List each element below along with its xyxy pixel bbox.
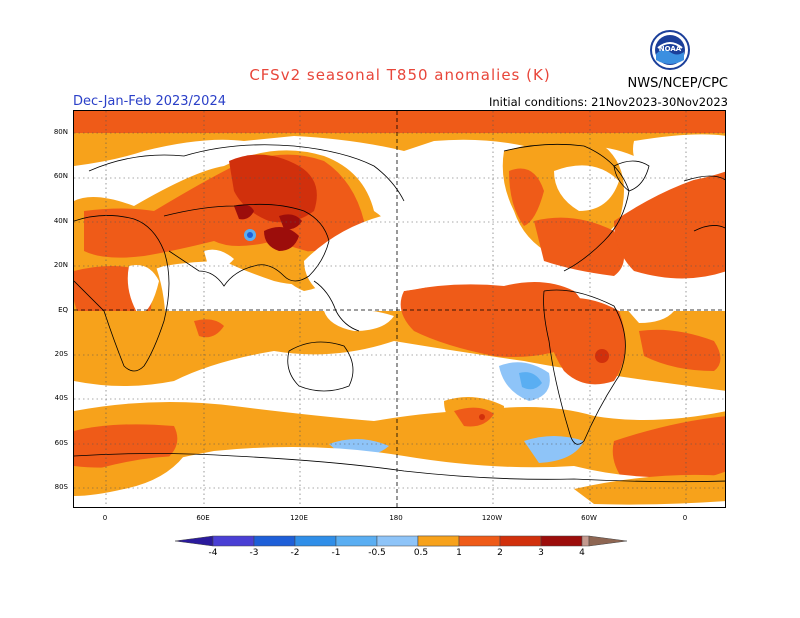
forecast-period: Dec-Jan-Feb 2023/2024 <box>73 94 226 109</box>
coastlines <box>74 143 725 483</box>
legend-label: -0.5 <box>368 548 386 558</box>
lat-label: 40N <box>53 217 68 225</box>
lon-label: 0 <box>682 514 688 522</box>
lat-label: 60S <box>54 439 68 447</box>
lat-label: 80N <box>53 128 68 136</box>
noaa-logo-icon: NOAA <box>650 30 690 70</box>
lat-label: 40S <box>54 394 68 402</box>
legend-label: 3 <box>538 548 544 558</box>
lon-label: 120E <box>290 514 308 522</box>
lat-label: EQ <box>58 306 68 314</box>
legend-label: -2 <box>290 548 300 558</box>
lat-label: 60N <box>53 172 68 180</box>
legend-label: 2 <box>497 548 503 558</box>
color-legend-bar <box>175 535 627 547</box>
lon-label: 0 <box>102 514 108 522</box>
legend-label: -4 <box>208 548 218 558</box>
lon-label: 120W <box>481 514 503 522</box>
lat-label: 20S <box>54 350 68 358</box>
map-title: CFSv2 seasonal T850 anomalies (K) <box>249 66 551 84</box>
legend-label: -3 <box>249 548 259 558</box>
logo-text: NOAA <box>659 45 682 53</box>
anomaly-map <box>73 110 726 508</box>
legend-label: -1 <box>331 548 341 558</box>
lon-label: 180 <box>389 514 403 522</box>
agency-label: NWS/NCEP/CPC <box>627 76 728 91</box>
legend-label: 1 <box>456 548 462 558</box>
legend-label: 4 <box>579 548 585 558</box>
lon-label: 60W <box>581 514 597 522</box>
lat-label: 80S <box>54 483 68 491</box>
lon-label: 60E <box>196 514 210 522</box>
lat-label: 20N <box>53 261 68 269</box>
initial-conditions: Initial conditions: 21Nov2023-30Nov2023 <box>488 95 728 109</box>
anomaly-field <box>74 111 725 507</box>
legend-label: 0.5 <box>413 548 429 558</box>
